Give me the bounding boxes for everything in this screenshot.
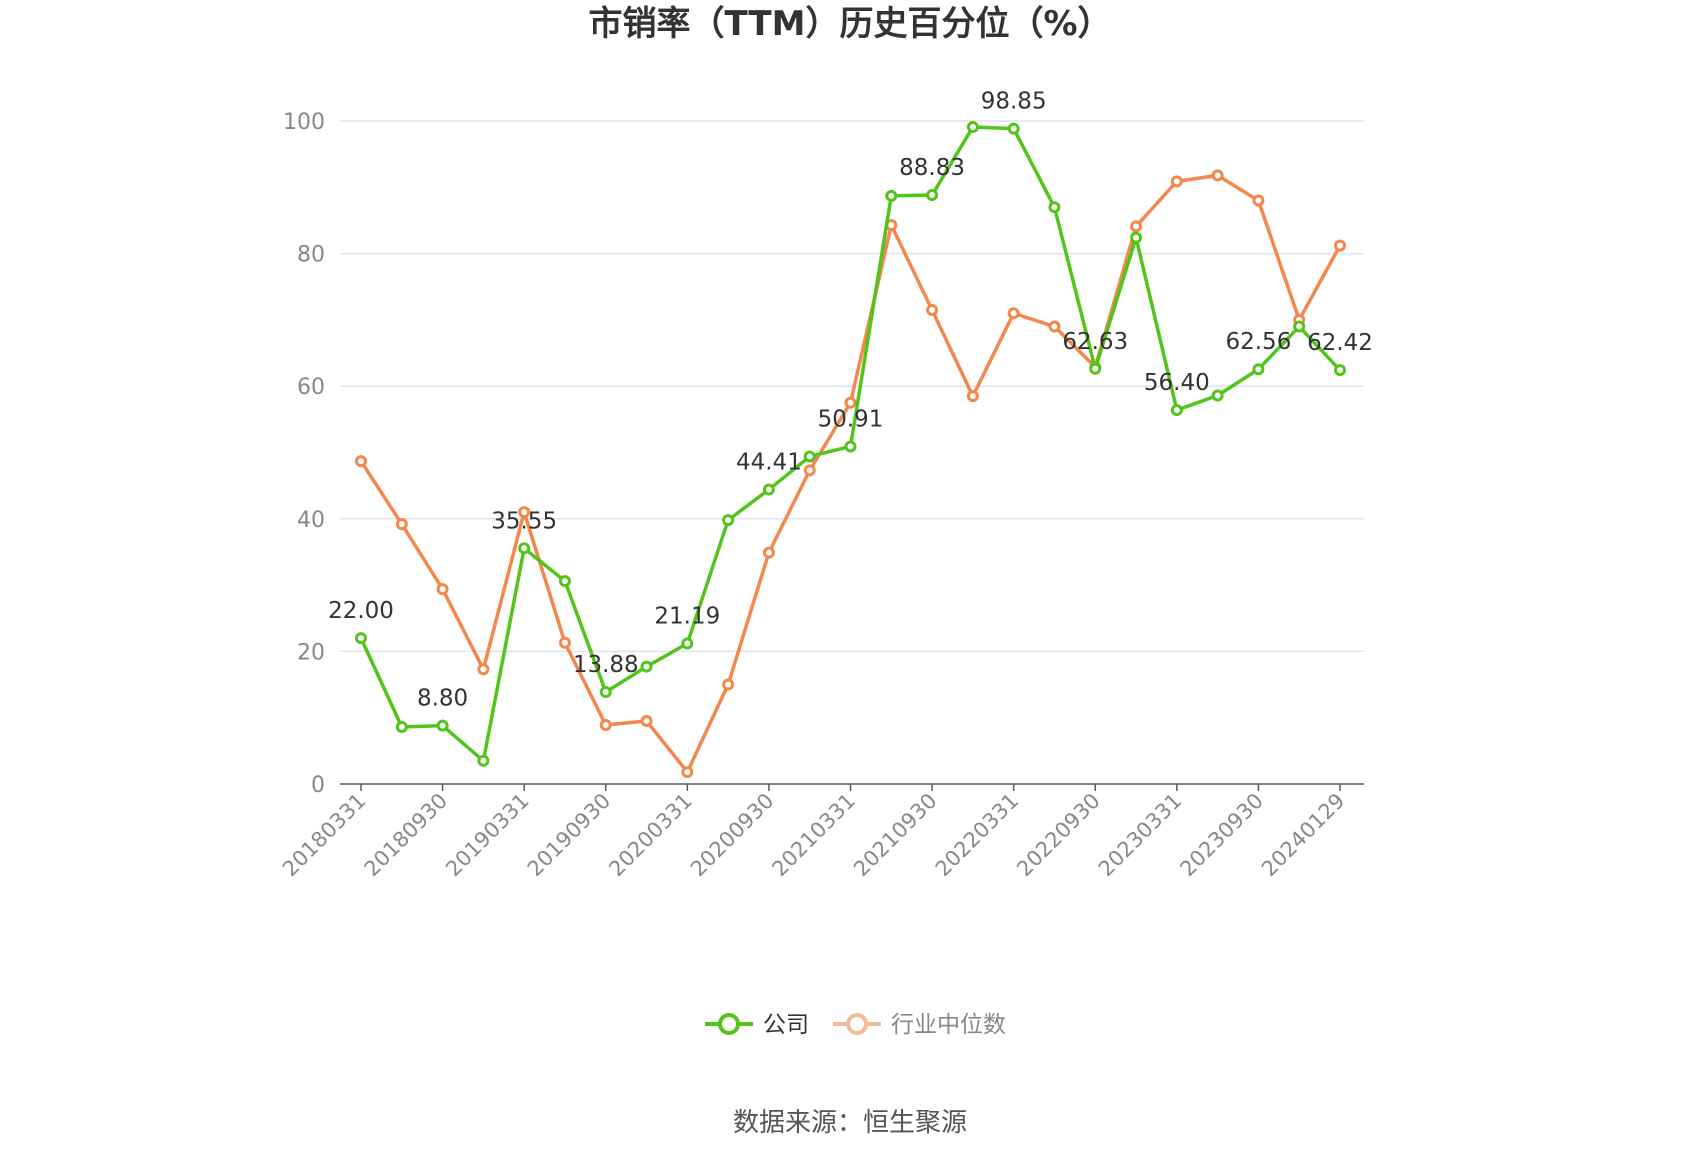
x-tick-label: 20210930	[849, 789, 942, 882]
chart-title: 市销率（TTM）历史百分位（%）	[588, 4, 1111, 44]
y-tick-label: 100	[283, 110, 325, 135]
data-label: 88.83	[899, 155, 965, 181]
legend-item-industry[interactable]: 行业中位数	[833, 1012, 1006, 1038]
x-tick-label: 20190930	[523, 789, 616, 882]
data-point	[436, 583, 449, 596]
legend-marker-icon	[846, 1013, 868, 1035]
data-point	[558, 575, 571, 588]
x-tick-label: 20210331	[767, 789, 860, 882]
data-point	[477, 663, 490, 676]
data-label: 98.85	[981, 89, 1047, 115]
data-point	[681, 766, 694, 779]
legend-label-industry: 行业中位数	[891, 1012, 1006, 1038]
data-point	[395, 720, 408, 733]
data-point	[1130, 231, 1143, 244]
data-point	[599, 718, 612, 731]
data-point	[1048, 320, 1061, 333]
y-tick-label: 20	[297, 640, 325, 665]
data-point	[926, 303, 939, 316]
data-point	[1334, 239, 1346, 252]
data-point	[395, 518, 408, 531]
y-tick-label: 40	[297, 508, 325, 533]
data-point	[722, 678, 735, 691]
x-tick-label: 20220930	[1012, 789, 1105, 882]
data-point	[1334, 364, 1346, 377]
data-point	[803, 464, 816, 477]
data-point	[1170, 404, 1183, 417]
data-label: 44.41	[736, 450, 802, 476]
data-point	[966, 120, 979, 133]
data-point	[1293, 320, 1306, 333]
data-label: 21.19	[654, 604, 720, 630]
data-label: 62.42	[1307, 330, 1373, 356]
x-tick-label: 20180930	[360, 789, 453, 882]
data-label: 13.88	[573, 652, 639, 678]
data-label: 8.80	[417, 686, 468, 712]
data-label: 62.63	[1062, 329, 1128, 355]
x-tick-label: 20200930	[686, 789, 779, 882]
data-point	[1252, 194, 1265, 207]
data-point	[518, 506, 531, 519]
data-point	[722, 514, 735, 527]
series-company	[355, 120, 1346, 767]
data-point	[355, 632, 367, 645]
data-point	[1170, 175, 1183, 188]
x-axis: 2018033120180930201903312019093020200331…	[278, 783, 1364, 882]
data-point	[640, 660, 653, 673]
data-point	[1211, 389, 1224, 402]
data-point	[762, 546, 775, 559]
series-line	[359, 173, 1342, 774]
data-labels: 22.00 8.80 35.55 13.88 21.19 44.41 50.91 88.83 9…	[328, 89, 1373, 712]
x-tick-label: 20190331	[441, 789, 534, 882]
data-point	[640, 715, 653, 728]
data-label: 22.00	[328, 598, 394, 624]
data-label: 50.91	[818, 406, 884, 432]
y-tick-label: 60	[297, 375, 325, 400]
data-point	[844, 396, 857, 409]
data-label: 56.40	[1144, 370, 1210, 396]
legend-item-company[interactable]: 公司	[705, 1012, 809, 1038]
data-source: 数据来源：恒生聚源	[733, 1108, 967, 1138]
x-tick-label: 20230930	[1175, 789, 1268, 882]
data-point	[599, 685, 612, 698]
y-tick-label: 0	[311, 773, 325, 798]
legend-marker-icon	[718, 1013, 740, 1035]
data-point	[477, 754, 490, 767]
x-tick-label: 20230331	[1094, 789, 1187, 882]
data-point	[1048, 201, 1061, 214]
data-point	[681, 637, 694, 650]
y-axis: 0 20 40 60 80 100	[283, 110, 325, 798]
data-point	[1211, 169, 1224, 182]
x-tick-label: 20180331	[278, 789, 371, 882]
x-tick-label: 20240129	[1257, 789, 1350, 882]
data-point	[436, 719, 449, 732]
series-industry	[355, 169, 1346, 779]
x-tick-label: 20200331	[604, 789, 697, 882]
data-point	[558, 636, 571, 649]
legend-label-company: 公司	[763, 1012, 809, 1038]
data-point	[1252, 363, 1265, 376]
y-tick-label: 80	[297, 243, 325, 268]
data-point	[844, 440, 857, 453]
legend[interactable]: 公司 行业中位数	[705, 1012, 1006, 1038]
series-layer	[355, 120, 1346, 779]
data-point	[518, 542, 531, 555]
data-point	[1007, 307, 1020, 320]
data-point	[1007, 122, 1020, 135]
data-point	[926, 189, 939, 202]
data-label: 35.55	[491, 508, 557, 534]
data-point	[355, 455, 367, 468]
data-point	[885, 189, 898, 202]
data-point	[966, 390, 979, 403]
grid	[340, 120, 1364, 653]
data-point	[1130, 220, 1143, 233]
data-point	[762, 483, 775, 496]
data-point	[803, 450, 816, 463]
data-point	[1089, 362, 1102, 375]
data-label: 62.56	[1225, 329, 1291, 355]
x-tick-label: 20220331	[931, 789, 1024, 882]
